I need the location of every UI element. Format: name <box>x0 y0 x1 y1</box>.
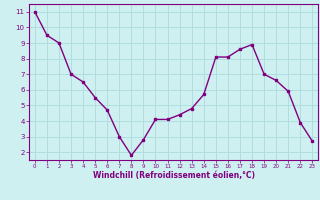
X-axis label: Windchill (Refroidissement éolien,°C): Windchill (Refroidissement éolien,°C) <box>92 171 255 180</box>
